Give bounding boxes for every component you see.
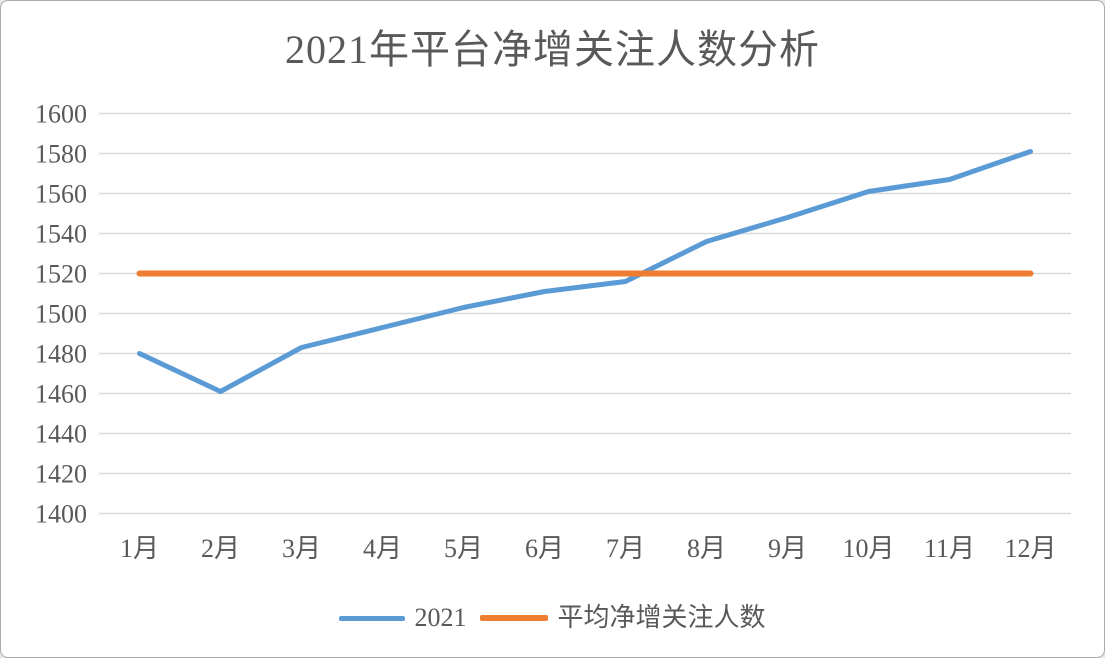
x-axis-label: 10月 bbox=[842, 534, 894, 563]
x-axis-label: 2月 bbox=[201, 534, 240, 563]
y-axis-label: 1580 bbox=[35, 140, 87, 169]
y-axis-label: 1480 bbox=[35, 340, 87, 369]
x-axis-label: 6月 bbox=[525, 534, 564, 563]
x-axis-label: 9月 bbox=[768, 534, 807, 563]
y-axis-label: 1440 bbox=[35, 420, 87, 449]
series-line-2021 bbox=[137, 149, 1033, 394]
x-axis-label: 8月 bbox=[687, 534, 726, 563]
legend-label: 平均净增关注人数 bbox=[557, 603, 766, 632]
legend-line-swatch-blue bbox=[339, 615, 406, 621]
y-axis-label: 1540 bbox=[35, 220, 87, 249]
x-axis-label: 1月 bbox=[120, 534, 159, 563]
x-axis-label: 12月 bbox=[1004, 534, 1056, 563]
legend-label: 2021 bbox=[414, 603, 467, 632]
y-axis-label: 1560 bbox=[35, 180, 87, 209]
y-axis-label: 1460 bbox=[35, 380, 87, 409]
y-axis-label: 1420 bbox=[35, 460, 87, 489]
chart-title: 2021年平台净增关注人数分析 bbox=[285, 27, 820, 72]
x-axis-label: 11月 bbox=[924, 534, 975, 563]
legend-item-average[interactable]: 平均净增关注人数 bbox=[480, 603, 766, 632]
x-axis-label: 7月 bbox=[606, 534, 645, 563]
x-axis-label: 4月 bbox=[363, 534, 402, 563]
legend-item-2021[interactable]: 2021 bbox=[339, 605, 466, 631]
y-axis-label: 1400 bbox=[35, 500, 87, 529]
legend-line-swatch-orange bbox=[480, 615, 549, 621]
y-axis-label: 1500 bbox=[35, 300, 87, 329]
x-axis-label: 3月 bbox=[282, 534, 321, 563]
y-axis-label: 1520 bbox=[35, 260, 87, 289]
x-axis-label: 5月 bbox=[444, 534, 483, 563]
legend: 2021 平均净增关注人数 bbox=[1, 605, 1104, 631]
y-axis-label: 1600 bbox=[35, 100, 87, 129]
